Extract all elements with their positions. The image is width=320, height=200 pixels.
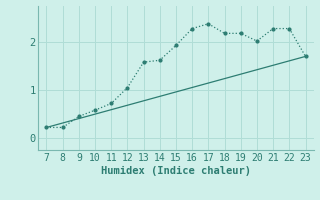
X-axis label: Humidex (Indice chaleur): Humidex (Indice chaleur) xyxy=(101,166,251,176)
